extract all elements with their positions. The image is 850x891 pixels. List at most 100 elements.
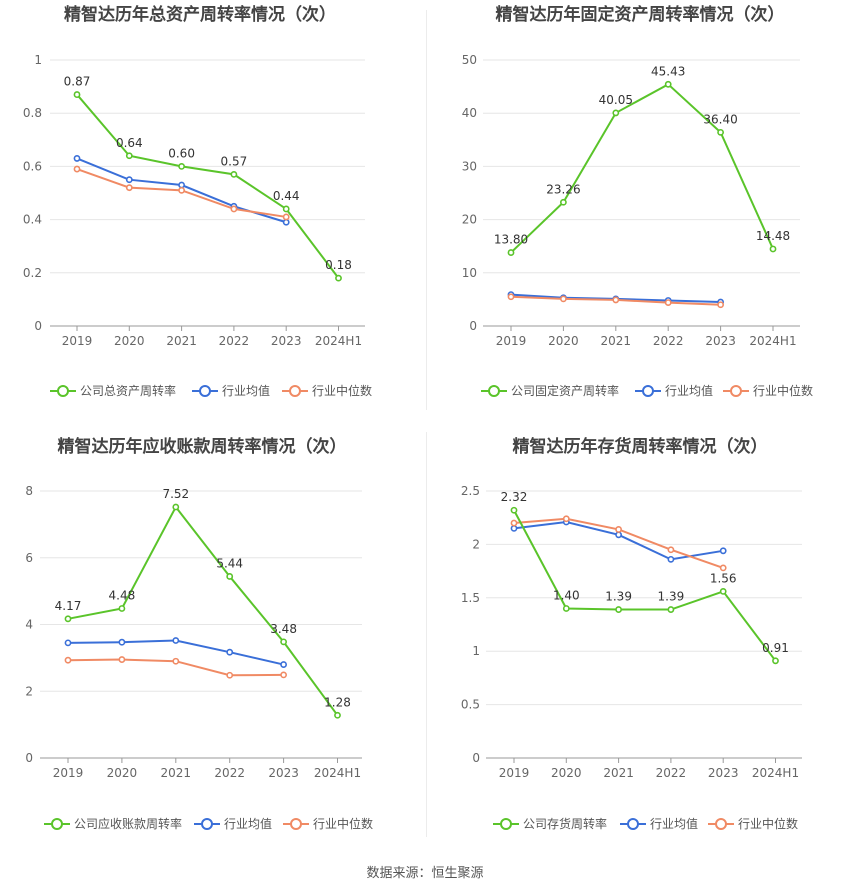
data-point [73,91,81,98]
data-point [510,519,518,527]
data-point [280,638,287,646]
x-tick-label: 2021 [601,334,632,348]
data-point [664,299,672,306]
x-tick-label: 2024H1 [315,334,362,348]
x-tick-label: 2021 [603,766,634,780]
data-point [64,656,72,664]
data-point [64,615,72,623]
legend-label: 行业均值 [222,383,270,398]
data-point [664,80,672,88]
legend-label: 公司存货周转率 [523,816,607,831]
y-tick-label: 0.4 [23,213,42,227]
data-point [172,657,180,665]
series-mean [510,518,727,563]
chart-receivable: 精智达历年应收账款周转率情况（次） 0 2 4 6 8 2019 2020 2021 2022 20… [25,436,373,831]
data-point [510,506,518,514]
data-point [562,515,570,523]
y-tick-label: 0.8 [23,106,42,120]
data-point [172,637,180,644]
data-label: 40.05 [599,93,633,107]
data-point [510,524,518,532]
data-point [772,657,779,665]
legend-label: 公司固定资产周转率 [511,383,619,398]
data-point [717,128,724,136]
data-label: 1.39 [658,590,685,604]
x-tick-label: 2019 [499,766,530,780]
vertical-divider-top [426,10,427,410]
data-point [178,186,185,194]
data-point [118,605,126,612]
y-tick-label: 6 [25,551,33,565]
data-point [719,547,727,555]
data-point [719,587,727,595]
legend-marker [488,385,500,397]
y-tick-label: 1 [34,53,42,67]
y-tick-label: 0.6 [23,159,42,173]
data-point [125,152,133,160]
chart-total-asset: 精智达历年总资产周转率情况（次） 0 0.2 0.4 0.6 0.8 1 2019 2020 20… [23,4,372,398]
x-tick-label: 2023 [268,766,299,780]
legend-label: 公司应收账款周转率 [74,816,182,831]
data-point [226,671,234,679]
legend-item-company: 公司应收账款周转率 [44,816,182,831]
x-tick-label: 2021 [161,766,192,780]
y-tick-label: 1 [472,644,480,658]
series-line [510,83,774,254]
x-tick-label: 2019 [53,766,84,780]
data-label: 45.43 [651,64,685,78]
legend-marker [57,385,69,397]
data-point [282,205,290,213]
legend-marker [290,818,302,830]
legend-item-mean: 行业均值 [635,383,713,398]
series-median [507,293,724,309]
y-tick-label: 10 [462,266,477,280]
chart-title: 精智达历年固定资产周转率情况（次） [496,4,785,25]
legend-label: 行业均值 [224,816,272,831]
legend-label: 行业均值 [665,383,713,398]
data-point [507,249,515,256]
data-point [178,181,185,189]
legend-marker [289,385,301,397]
data-label: 36.40 [703,112,737,126]
x-tick-label: 2024H1 [752,766,799,780]
y-tick-label: 20 [462,213,477,227]
chart-title: 精智达历年应收账款周转率情况（次） [58,436,347,457]
data-point [73,165,81,173]
data-label: 2.32 [501,490,528,504]
data-label: 1.40 [553,588,580,602]
series-median [510,515,727,572]
data-point [335,274,342,282]
data-point [125,176,133,184]
x-tick-label: 2023 [271,334,302,348]
x-tick-label: 2020 [107,766,138,780]
legend-item-mean: 行业均值 [620,816,698,831]
data-point [717,301,724,309]
x-tick-label: 2021 [166,334,197,348]
data-label: 5.44 [216,556,243,570]
series-company: 13.80 23.26 40.05 45.43 36.40 14.48 [494,64,790,256]
data-label: 0.60 [168,146,195,160]
legend-label: 行业中位数 [738,816,798,831]
data-point [769,245,777,253]
data-label: 0.87 [64,75,91,89]
x-tick-label: 2022 [219,334,250,348]
data-point [125,184,133,192]
data-point [667,546,675,554]
y-tick-label: 2 [25,684,33,698]
y-tick-label: 0.5 [461,698,480,712]
data-label: 1.28 [324,695,351,709]
y-tick-label: 0 [469,319,477,333]
y-tick-label: 2.5 [461,484,480,498]
data-point [334,711,341,719]
y-tick-label: 8 [25,484,33,498]
series-mean [64,637,287,668]
series-company: 2.32 1.40 1.39 1.39 1.56 0.91 [501,490,789,665]
data-label: 7.52 [162,487,189,501]
data-point [172,503,180,511]
legend-item-company: 公司总资产周转率 [50,383,176,398]
legend-item-median: 行业中位数 [708,816,798,831]
legend-marker [730,385,742,397]
data-point [612,296,620,304]
legend-marker [627,818,639,830]
x-tick-label: 2023 [705,334,736,348]
